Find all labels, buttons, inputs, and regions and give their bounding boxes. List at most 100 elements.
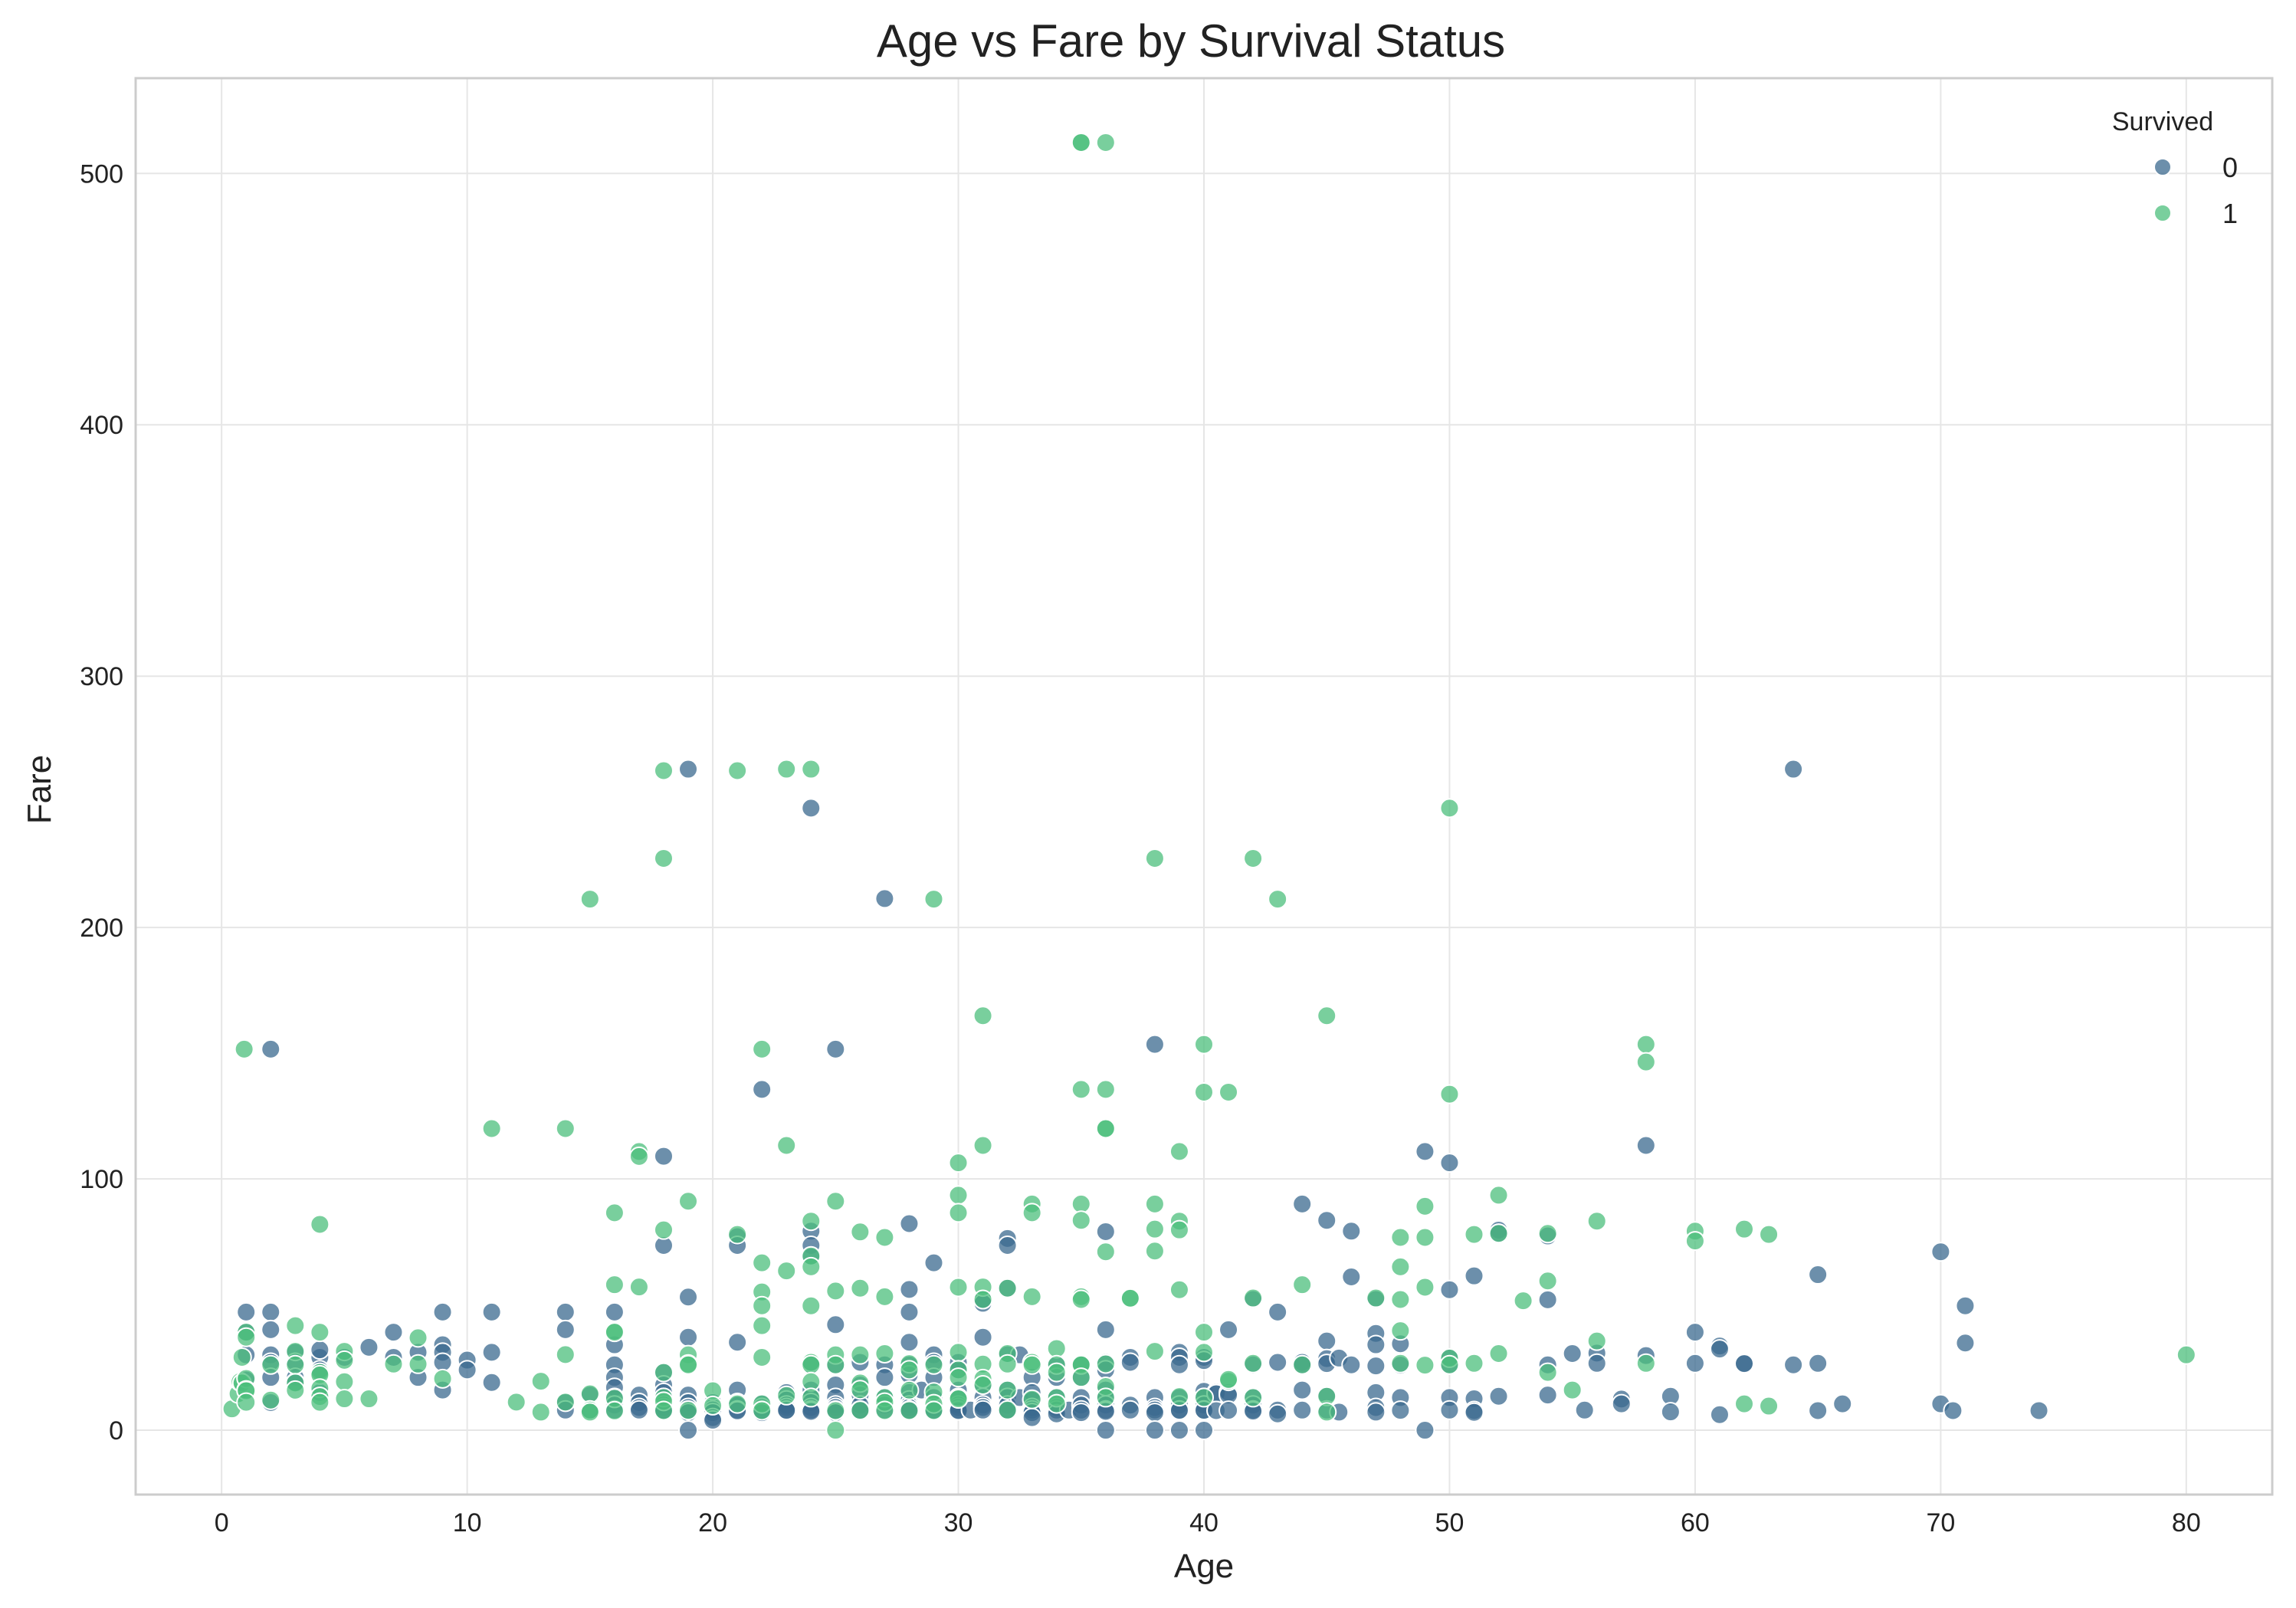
data-point-survived-1	[1095, 1354, 1116, 1374]
data-point-survived-1	[334, 1371, 355, 1392]
data-point-survived-1	[874, 1400, 895, 1421]
data-point-survived-1	[1415, 1227, 1435, 1248]
data-point-survived-0	[1071, 1403, 1091, 1423]
data-point-survived-0	[1635, 1135, 1656, 1156]
data-point-survived-1	[1169, 1386, 1189, 1407]
y-tick-label: 500	[80, 159, 123, 189]
data-point-survived-0	[481, 1301, 502, 1322]
data-point-survived-1	[776, 1135, 797, 1156]
data-point-survived-1	[1046, 1362, 1067, 1383]
data-point-survived-0	[1808, 1400, 1829, 1421]
data-point-survived-0	[1488, 1386, 1509, 1406]
data-point-survived-1	[997, 1400, 1018, 1420]
data-point-survived-0	[1586, 1353, 1607, 1373]
data-point-survived-0	[1169, 1420, 1189, 1441]
data-point-survived-1	[948, 1342, 969, 1363]
data-point-survived-0	[236, 1301, 257, 1322]
data-point-survived-1	[1219, 1369, 1239, 1390]
data-point-survived-1	[628, 1277, 649, 1298]
data-point-survived-1	[1071, 132, 1091, 153]
data-point-survived-1	[1464, 1224, 1484, 1245]
data-point-survived-1	[1095, 1079, 1116, 1100]
data-point-survived-1	[752, 1039, 772, 1059]
data-point-survived-1	[310, 1214, 330, 1235]
data-point-survived-0	[678, 1420, 699, 1441]
data-point-survived-1	[1095, 132, 1116, 153]
data-point-survived-1	[801, 1354, 822, 1375]
data-point-survived-1	[408, 1327, 428, 1348]
data-point-survived-0	[727, 1332, 748, 1353]
data-point-survived-1	[530, 1371, 551, 1392]
data-point-survived-0	[1537, 1289, 1558, 1310]
data-point-survived-0	[481, 1372, 502, 1393]
data-point-survived-0	[1144, 1034, 1165, 1055]
data-point-survived-1	[1759, 1396, 1779, 1416]
data-point-survived-1	[776, 1261, 797, 1281]
data-point-survived-0	[1783, 759, 1804, 779]
data-point-survived-0	[899, 1213, 920, 1234]
data-point-survived-0	[1366, 1356, 1386, 1377]
legend-title: Survived	[2112, 107, 2213, 136]
data-point-survived-1	[1144, 1193, 1165, 1214]
data-point-survived-1	[948, 1185, 969, 1206]
data-point-survived-1	[432, 1368, 453, 1389]
data-point-survived-1	[678, 1400, 699, 1421]
data-point-survived-0	[1268, 1301, 1288, 1322]
data-point-survived-0	[1562, 1344, 1583, 1364]
data-point-survived-1	[1095, 1387, 1116, 1408]
data-point-survived-1	[973, 1375, 993, 1396]
data-point-survived-1	[1120, 1288, 1140, 1308]
data-point-survived-1	[1390, 1289, 1411, 1310]
data-point-survived-1	[948, 1153, 969, 1173]
data-point-survived-1	[1169, 1279, 1189, 1300]
data-point-survived-1	[850, 1344, 871, 1365]
data-point-survived-1	[555, 1344, 576, 1365]
data-point-survived-0	[678, 1287, 699, 1308]
data-point-survived-0	[1095, 1221, 1116, 1242]
data-point-survived-1	[1488, 1344, 1509, 1364]
data-point-survived-1	[334, 1350, 355, 1370]
data-point-survived-0	[923, 1252, 944, 1273]
data-point-survived-1	[1635, 1353, 1656, 1373]
data-point-survived-1	[1144, 1219, 1165, 1239]
data-point-survived-1	[899, 1380, 920, 1400]
data-point-survived-1	[1562, 1380, 1583, 1400]
data-point-survived-1	[1243, 848, 1264, 868]
x-tick-label: 40	[1189, 1508, 1219, 1537]
data-point-survived-0	[1095, 1319, 1116, 1340]
data-point-survived-1	[1144, 1341, 1165, 1362]
x-tick-label: 80	[2172, 1508, 2201, 1537]
data-point-survived-1	[1071, 1289, 1091, 1310]
data-point-survived-0	[1415, 1420, 1435, 1441]
data-point-survived-0	[1194, 1420, 1214, 1441]
data-point-survived-0	[1464, 1265, 1484, 1286]
data-point-survived-0	[1464, 1402, 1484, 1423]
data-point-survived-1	[1144, 848, 1165, 868]
data-point-survived-1	[948, 1203, 969, 1223]
data-point-survived-0	[1439, 1279, 1460, 1300]
data-point-survived-1	[1243, 1288, 1264, 1308]
data-point-survived-0	[1808, 1265, 1829, 1285]
y-tick-label: 200	[80, 914, 123, 943]
data-point-survived-1	[703, 1395, 723, 1416]
data-point-survived-1	[727, 1224, 748, 1245]
data-point-survived-1	[825, 1281, 846, 1301]
data-point-survived-1	[997, 1278, 1018, 1298]
data-point-survived-0	[1439, 1153, 1460, 1173]
data-point-survived-1	[1415, 1277, 1435, 1298]
data-point-survived-1	[1390, 1227, 1411, 1248]
data-point-survived-0	[1783, 1354, 1804, 1375]
data-point-survived-1	[1537, 1362, 1558, 1383]
data-point-survived-1	[1243, 1353, 1264, 1373]
data-point-survived-1	[825, 1420, 846, 1441]
x-tick-label: 20	[698, 1508, 727, 1537]
data-point-survived-1	[1144, 1241, 1165, 1262]
data-point-survived-0	[825, 1314, 846, 1335]
data-point-survived-0	[261, 1319, 281, 1340]
x-tick-label: 10	[453, 1508, 482, 1537]
legend-marker-0	[2153, 158, 2172, 176]
data-point-survived-0	[1390, 1400, 1411, 1421]
data-point-survived-1	[973, 1289, 993, 1310]
data-point-survived-0	[1611, 1393, 1632, 1414]
